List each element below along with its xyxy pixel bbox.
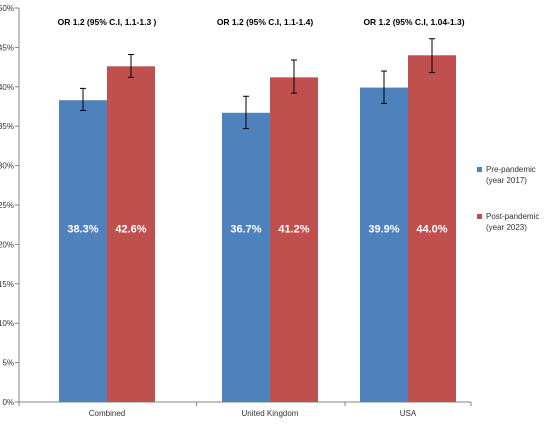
bar-pre-2: [360, 87, 408, 402]
bar-pre-1: [222, 112, 270, 402]
y-tick-label: 0%: [2, 398, 14, 407]
x-tick-label: Combined: [89, 409, 125, 418]
bar-labels: 38.3% 42.6% 36.7% 41.2% 39.9% 44.0%: [67, 224, 447, 236]
odds-ratio-annotation: OR 1.2 (95% C.I, 1.1-1.4): [217, 17, 314, 27]
bars: [59, 55, 456, 403]
legend-swatch: [477, 214, 482, 219]
odds-ratio-annotation: OR 1.2 (95% C.I, 1.1-1.3 ): [58, 17, 157, 27]
y-tick-label: 35%: [0, 122, 14, 131]
y-tick-label: 25%: [0, 201, 14, 210]
bar-value-label: 44.0%: [416, 224, 447, 236]
y-tick-label: 20%: [0, 240, 14, 249]
legend-label: (year 2023): [486, 223, 527, 232]
y-axis-ticks: 0% 5% 10% 15% 20% 25% 30% 35% 40% 45% 50%: [0, 4, 19, 407]
y-tick-label: 5%: [2, 359, 14, 368]
y-tick-label: 45%: [0, 43, 14, 52]
y-tick-label: 10%: [0, 319, 14, 328]
x-axis-labels: Combined United Kingdom USA: [89, 409, 417, 418]
y-tick-label: 15%: [0, 280, 14, 289]
bar-value-label: 38.3%: [67, 224, 98, 236]
bar-value-label: 42.6%: [115, 224, 146, 236]
bar-value-label: 41.2%: [278, 224, 309, 236]
x-tick-label: United Kingdom: [242, 409, 299, 418]
bar-post-1: [270, 77, 318, 403]
bar-value-label: 36.7%: [230, 224, 261, 236]
y-tick-label: 40%: [0, 83, 14, 92]
legend-label: Post-pandemic: [486, 212, 539, 221]
bar-post-2: [408, 55, 456, 402]
legend-swatch: [477, 167, 482, 172]
y-tick-label: 30%: [0, 162, 14, 171]
bar-post-0: [107, 66, 155, 402]
bar-value-label: 39.9%: [368, 224, 399, 236]
legend: Pre-pandemic (year 2017) Post-pandemic (yea…: [477, 165, 539, 232]
annotations: OR 1.2 (95% C.I, 1.1-1.3 ) OR 1.2 (95% C.…: [58, 17, 465, 27]
legend-label: (year 2017): [486, 176, 527, 185]
odds-ratio-annotation: OR 1.2 (95% C.I, 1.04-1.3): [363, 17, 464, 27]
error-bars: [80, 38, 435, 130]
y-tick-label: 50%: [0, 4, 14, 13]
x-tick-label: USA: [400, 409, 417, 418]
legend-label: Pre-pandemic: [486, 165, 536, 174]
bar-pre-0: [59, 100, 107, 403]
